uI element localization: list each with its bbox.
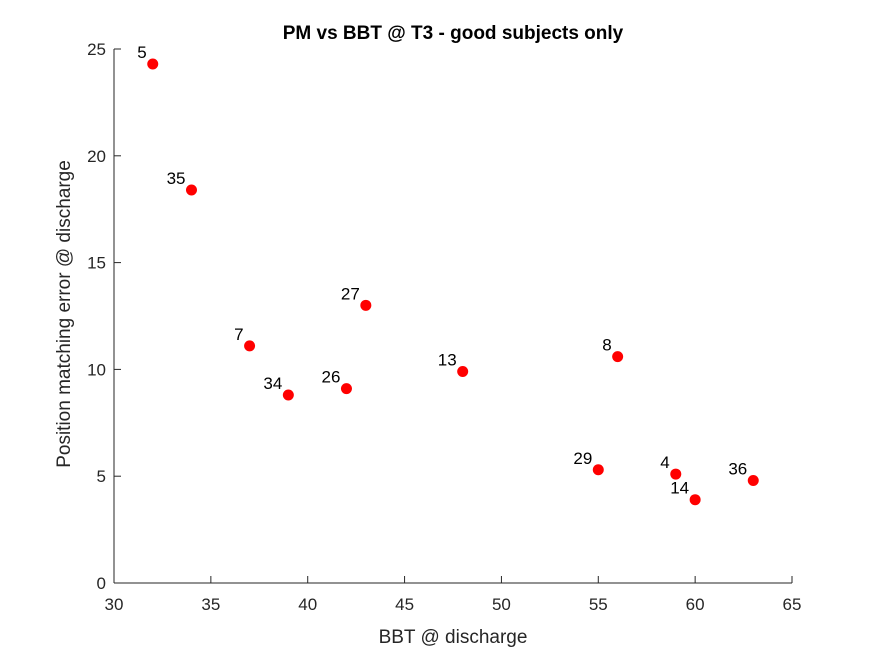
y-tick-label: 25 (87, 40, 106, 59)
data-point (689, 494, 701, 506)
point-label: 14 (670, 479, 689, 498)
x-tick-label: 40 (298, 595, 317, 614)
point-label: 8 (602, 336, 611, 355)
x-tick-label: 50 (492, 595, 511, 614)
x-axis-title: BBT @ discharge (379, 627, 528, 648)
data-point (670, 468, 682, 480)
point-label: 29 (573, 449, 592, 468)
data-point (185, 184, 197, 196)
data-point (747, 474, 759, 486)
data-point (282, 389, 294, 401)
data-point (612, 351, 624, 363)
data-point (457, 366, 469, 378)
data-point (592, 464, 604, 476)
point-label: 5 (137, 43, 146, 62)
x-tick-label: 30 (105, 595, 124, 614)
x-tick-label: 55 (589, 595, 608, 614)
y-tick-label: 5 (97, 467, 106, 486)
chart-title: PM vs BBT @ T3 - good subjects only (283, 23, 624, 44)
data-points: 5 35 7 34 26 27 13 29 8 414 36 (137, 43, 759, 506)
point-label: 13 (438, 351, 457, 370)
x-tick-label: 45 (395, 595, 414, 614)
point-label: 26 (322, 368, 341, 387)
y-tick-label: 15 (87, 254, 106, 273)
point-label: 7 (234, 325, 243, 344)
point-label: 35 (167, 169, 186, 188)
data-point (244, 340, 256, 352)
data-point (147, 58, 159, 70)
point-label: 27 (341, 284, 360, 303)
point-label: 34 (263, 374, 282, 393)
data-point (340, 383, 352, 395)
x-tick-label: 65 (783, 595, 802, 614)
y-tick-label: 10 (87, 360, 106, 379)
point-label: 4 (660, 453, 669, 472)
data-point (360, 299, 372, 311)
point-label: 36 (728, 459, 747, 478)
y-tick-label: 20 (87, 147, 106, 166)
x-tick-label: 35 (201, 595, 220, 614)
y-tick-label: 0 (97, 574, 106, 593)
x-tick-label: 60 (686, 595, 705, 614)
y-axis-title: Position matching error @ discharge (54, 160, 75, 468)
